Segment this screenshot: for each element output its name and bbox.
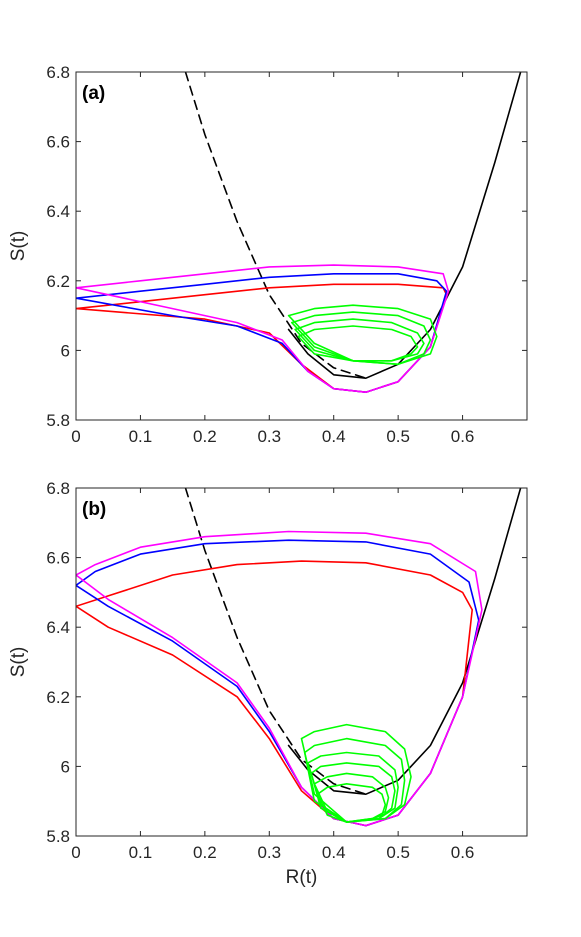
x-tick-label: 0.2 [193, 843, 217, 862]
series-group [76, 72, 522, 394]
y-tick-label: 6.4 [46, 202, 70, 221]
series-line-10 [316, 782, 387, 823]
y-axis-label: S(t) [8, 647, 29, 678]
x-tick-label: 0.5 [386, 843, 410, 862]
series-line-1 [184, 72, 367, 380]
series-line-7 [307, 751, 399, 823]
series-line-6 [290, 311, 432, 366]
panel-label: (a) [82, 83, 105, 104]
series-line-5 [300, 723, 412, 823]
y-tick-label: 6 [61, 341, 70, 360]
series-line-1 [184, 488, 367, 796]
y-tick-label: 6.2 [46, 272, 70, 291]
series-line-5 [287, 304, 438, 366]
x-tick-label: 0.4 [322, 427, 346, 446]
y-axis-label: S(t) [8, 231, 29, 262]
series-line-8 [297, 325, 419, 362]
x-axis-label: R(t) [286, 867, 318, 888]
panel-label: (b) [82, 499, 106, 520]
plot-area [76, 72, 527, 420]
series-line-9 [313, 772, 390, 823]
x-tick-label: 0 [71, 843, 80, 862]
y-tick-label: 6.8 [46, 63, 70, 82]
x-tick-label: 0.3 [257, 843, 281, 862]
y-tick-label: 5.8 [46, 827, 70, 846]
x-tick-label: 0 [71, 427, 80, 446]
x-tick-label: 0.6 [451, 843, 475, 862]
series-group [76, 488, 522, 827]
series-line-4 [76, 530, 483, 827]
series-line-7 [294, 318, 425, 362]
x-tick-label: 0.4 [322, 843, 346, 862]
x-tick-label: 0.3 [257, 427, 281, 446]
x-tick-label: 0.5 [386, 427, 410, 446]
y-tick-label: 6.6 [46, 549, 70, 568]
series-line-4 [76, 264, 450, 394]
y-tick-label: 6.8 [46, 479, 70, 498]
y-tick-label: 6.4 [46, 618, 70, 637]
panel-a: 0 0.1 0.2 0.3 0.4 0.5 0.6 5.8 6 6.2 6.4 6.6 6.8 S(t) (… [8, 63, 528, 446]
axes-box [75, 487, 528, 837]
axes-box [75, 71, 528, 421]
series-line-0 [287, 72, 522, 380]
y-tick-label: 6 [61, 757, 70, 776]
y-tick-label: 6.2 [46, 688, 70, 707]
x-tick-label: 0.6 [451, 427, 475, 446]
x-tick-label: 0.1 [129, 427, 153, 446]
y-tick-label: 5.8 [46, 411, 70, 430]
y-tick-label: 6.6 [46, 133, 70, 152]
panel-b: 0 0.1 0.2 0.3 0.4 0.5 0.6 5.8 6 6.2 6.4 6.6 6.8 S(t) R… [8, 479, 528, 888]
x-tick-label: 0.2 [193, 427, 217, 446]
x-tick-label: 0.1 [129, 843, 153, 862]
